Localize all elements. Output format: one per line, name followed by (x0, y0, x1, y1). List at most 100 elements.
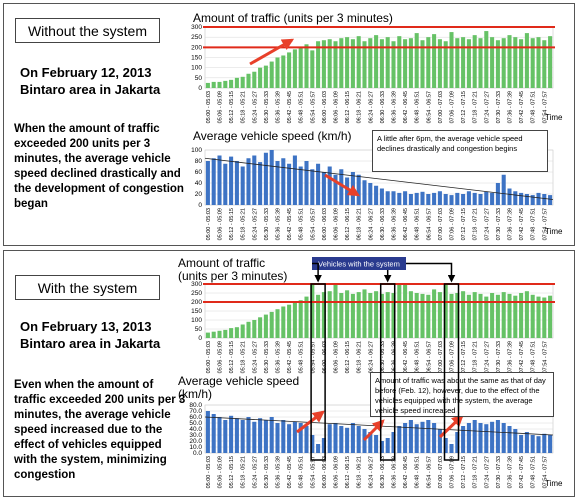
bar (240, 324, 245, 338)
y-tick-label: 0 (198, 85, 202, 92)
bar (275, 161, 280, 205)
bar (229, 415, 234, 453)
bar (234, 77, 239, 88)
bar (495, 183, 500, 205)
bar (327, 424, 332, 453)
bar (513, 37, 518, 88)
bar (524, 194, 529, 205)
y-tick-label: 80 (195, 158, 203, 165)
bar (432, 289, 437, 338)
annotation-text: A little after 6pm, the average vehicle … (372, 130, 548, 172)
bar (287, 163, 292, 205)
bar (484, 424, 489, 453)
bar (240, 76, 245, 88)
x-tick-label: 06:42 - 06:45 (403, 91, 409, 123)
bar (339, 169, 344, 205)
bar (223, 420, 228, 453)
bar (455, 38, 460, 88)
bar (345, 427, 350, 453)
x-tick-label: 06:42 - 06:45 (403, 341, 409, 373)
bar (327, 291, 332, 338)
x-tick-label: 06:54 - 06:57 (426, 208, 432, 240)
bar (513, 429, 518, 453)
y-tick-label: 10.0 (189, 444, 202, 451)
x-tick-label: 05:48 - 05:51 (299, 341, 305, 373)
x-tick-label: 07:12 - 07:15 (461, 341, 467, 373)
panel-area: Bintaro area in Jakarta (20, 82, 161, 97)
system-box (310, 283, 326, 461)
x-tick-label: 06:54 - 06:57 (426, 456, 432, 488)
x-tick-label: 07:42 - 07:45 (519, 208, 525, 240)
bar (507, 188, 512, 205)
bar (414, 33, 419, 88)
bar (449, 444, 454, 453)
x-tick-label: 06:24 - 06:27 (368, 341, 374, 373)
x-tick-label: 06:48 - 06:51 (415, 208, 421, 240)
bar (292, 302, 297, 338)
bar (321, 438, 326, 453)
bar (229, 156, 234, 205)
x-tick-label: 05:12 - 05:15 (229, 91, 235, 123)
x-tick-label: 05:30 - 05:33 (264, 456, 270, 488)
bar (478, 194, 483, 205)
bar (263, 420, 268, 453)
bar (379, 441, 384, 453)
bar (211, 331, 216, 338)
bar (385, 191, 390, 205)
x-tick-label: 06:00 - 06:03 (322, 91, 328, 123)
x-tick-label: 05:12 - 05:15 (229, 341, 235, 373)
x-tick-label: 05:24 - 05:27 (252, 208, 258, 240)
bar (379, 39, 384, 88)
bar (240, 166, 245, 205)
bar (281, 420, 286, 453)
bar (362, 41, 367, 88)
bar (223, 80, 228, 88)
bar (397, 426, 402, 453)
bar (490, 37, 495, 88)
bar (408, 38, 413, 88)
bar (374, 435, 379, 453)
chart-title: Average vehicle speed (178, 374, 299, 388)
bar (211, 81, 216, 88)
x-tick-label: 07:48 - 07:51 (531, 91, 537, 123)
bar (252, 320, 257, 338)
bar (548, 195, 553, 205)
bar (490, 192, 495, 205)
bar (420, 421, 425, 453)
bar (321, 40, 326, 88)
x-tick-label: 07:42 - 07:45 (519, 341, 525, 373)
x-tick-label: 05:00 - 05:03 (206, 91, 212, 123)
y-tick-label: 300 (191, 24, 202, 31)
bar (432, 192, 437, 205)
x-tick-label: 05:06 - 05:09 (218, 208, 224, 240)
x-tick-label: 07:06 - 07:09 (450, 91, 456, 123)
x-tick-label: 06:24 - 06:27 (368, 456, 374, 488)
x-tick-label: 07:42 - 07:45 (519, 456, 525, 488)
bar (455, 432, 460, 453)
bar (240, 420, 245, 453)
bar (321, 292, 326, 338)
bar (316, 41, 321, 88)
chart-title: Amount of traffic (178, 256, 265, 270)
y-tick-label: 200 (191, 299, 202, 306)
bar (437, 191, 442, 205)
x-tick-label: 07:06 - 07:09 (450, 208, 456, 240)
y-tick-label: 0 (198, 335, 202, 342)
bar (408, 420, 413, 453)
bar (263, 152, 268, 205)
bar (466, 294, 471, 338)
y-tick-label: 60.0 (189, 414, 202, 421)
bar (472, 35, 477, 88)
y-tick-label: 100 (191, 65, 202, 72)
bar (461, 426, 466, 453)
chart-title: (km/h) (178, 387, 212, 401)
bar (327, 39, 332, 88)
bar (542, 194, 547, 205)
bar (362, 289, 367, 338)
bar (385, 292, 390, 338)
chart-title: Amount of traffic (units per 3 minutes) (193, 11, 393, 25)
bar (501, 423, 506, 453)
top-panel (3, 3, 575, 246)
bar (513, 191, 518, 205)
